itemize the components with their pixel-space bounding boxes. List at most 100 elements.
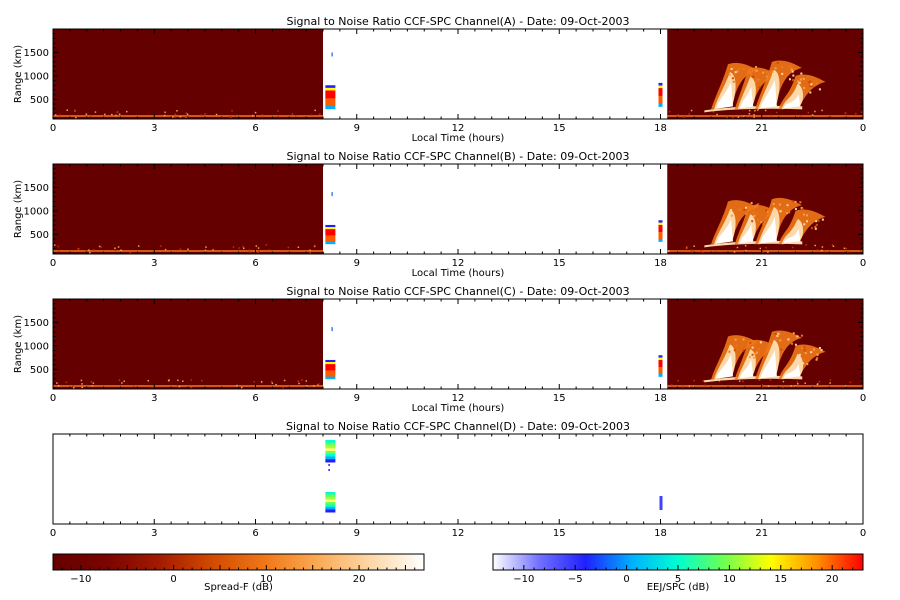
speckle <box>260 381 263 384</box>
speckle <box>805 244 807 246</box>
plume-speck <box>728 350 731 353</box>
speckle <box>731 116 734 119</box>
speckle <box>114 249 117 252</box>
speckle <box>761 251 764 253</box>
plume-speck <box>759 341 762 344</box>
speckle <box>75 116 77 119</box>
speckle <box>754 109 756 112</box>
speckle <box>54 114 57 116</box>
speckle <box>761 386 764 389</box>
speckle <box>765 246 767 249</box>
speckle <box>125 110 128 113</box>
speckle <box>88 249 90 251</box>
burst-cell <box>325 376 336 380</box>
speckle <box>814 110 816 113</box>
speckle <box>121 382 123 384</box>
x-tick-label: 12 <box>452 528 465 539</box>
plume-speck <box>742 349 745 352</box>
colorbar-spread-f: −10 0 10 20 Spread-F (dB) <box>52 553 425 593</box>
colorbar-tick-label: −10 <box>513 574 534 585</box>
speckle <box>91 385 94 387</box>
plume-speck <box>807 81 810 84</box>
speckle <box>151 386 153 388</box>
colorbar-tick-label: 15 <box>774 574 787 585</box>
x-tick-label: 18 <box>654 123 667 134</box>
plume-speck <box>796 221 799 224</box>
plume-speck <box>815 358 818 361</box>
y-tick-label: 500 <box>30 230 49 241</box>
speckle <box>748 113 751 115</box>
speckle <box>185 112 187 115</box>
speckle <box>277 115 279 118</box>
speckle <box>829 382 831 384</box>
x-tick-label: 3 <box>151 258 157 269</box>
x-tick-label: 0 <box>860 528 866 539</box>
speckle <box>682 386 684 388</box>
speckle <box>257 247 260 249</box>
speckle <box>716 113 718 116</box>
panel-c: Signal to Noise Ratio CCF-SPC Channel(C)… <box>13 285 866 414</box>
x-axis-label: Local Time (hours) <box>412 133 505 144</box>
speckle <box>693 379 695 382</box>
speckle <box>261 114 264 116</box>
plume-speck <box>802 78 805 81</box>
x-tick-label: 0 <box>50 123 56 134</box>
speckle <box>794 385 796 387</box>
background-block <box>53 29 323 119</box>
speckle <box>844 385 847 387</box>
burst-cell <box>658 236 663 240</box>
plume-speck <box>811 85 814 88</box>
panel-title: Signal to Noise Ratio CCF-SPC Channel(A)… <box>286 15 629 28</box>
plume-core <box>760 349 777 379</box>
speckle <box>775 111 778 114</box>
speckle <box>116 111 119 113</box>
plume-core <box>760 217 777 244</box>
plume-speck <box>751 220 754 223</box>
x-tick-label: 0 <box>50 528 56 539</box>
eej-block <box>659 496 663 510</box>
eej-block-cell <box>325 453 336 457</box>
speckle <box>764 109 767 112</box>
y-tick-label: 1000 <box>24 341 49 352</box>
speckle <box>282 386 284 389</box>
burst-cell <box>658 231 663 235</box>
burst-cell <box>658 229 663 233</box>
speckle <box>821 109 823 112</box>
plume-speck <box>758 78 761 81</box>
speckle <box>184 116 187 118</box>
speckle <box>704 384 706 386</box>
x-tick-label: 21 <box>755 528 768 539</box>
speckle <box>66 109 69 111</box>
speckle <box>229 115 231 118</box>
speckle <box>160 245 162 247</box>
burst-cell <box>658 95 663 100</box>
burst-cell <box>658 103 663 107</box>
plume-speck <box>774 332 777 335</box>
speckle <box>268 249 270 251</box>
x-tick-label: 6 <box>252 528 258 539</box>
plume-base <box>704 375 803 383</box>
speckle <box>845 247 847 250</box>
colorbar-tick-label: −10 <box>70 574 91 585</box>
plume-speck <box>755 69 758 72</box>
plume-speck <box>775 338 778 341</box>
plume-speck <box>794 208 797 211</box>
bottom-trace <box>53 250 323 252</box>
speckle <box>100 246 102 249</box>
eej-block-cell <box>325 459 336 463</box>
burst-cell <box>658 355 663 359</box>
plume-speck <box>820 349 823 352</box>
speckle <box>753 113 755 116</box>
plume-speck <box>790 68 793 71</box>
plume-speck <box>799 201 802 204</box>
speckle <box>319 113 321 115</box>
speckle <box>54 244 56 246</box>
plume-speck <box>774 67 777 70</box>
plume-speck <box>800 334 803 337</box>
plume-speck <box>802 213 805 216</box>
plume-speck <box>772 202 775 205</box>
burst-cell <box>325 85 336 89</box>
plume-speck <box>803 223 806 226</box>
speckle <box>844 112 847 114</box>
burst-cell <box>658 93 663 97</box>
